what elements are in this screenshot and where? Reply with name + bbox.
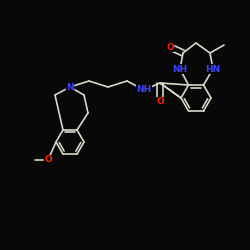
Text: NH: NH [136, 86, 152, 94]
Text: O: O [166, 42, 174, 51]
Text: O: O [44, 156, 52, 164]
Text: O: O [156, 98, 164, 106]
Text: N: N [66, 82, 74, 92]
Text: NH: NH [172, 64, 188, 74]
Text: HN: HN [206, 64, 221, 74]
